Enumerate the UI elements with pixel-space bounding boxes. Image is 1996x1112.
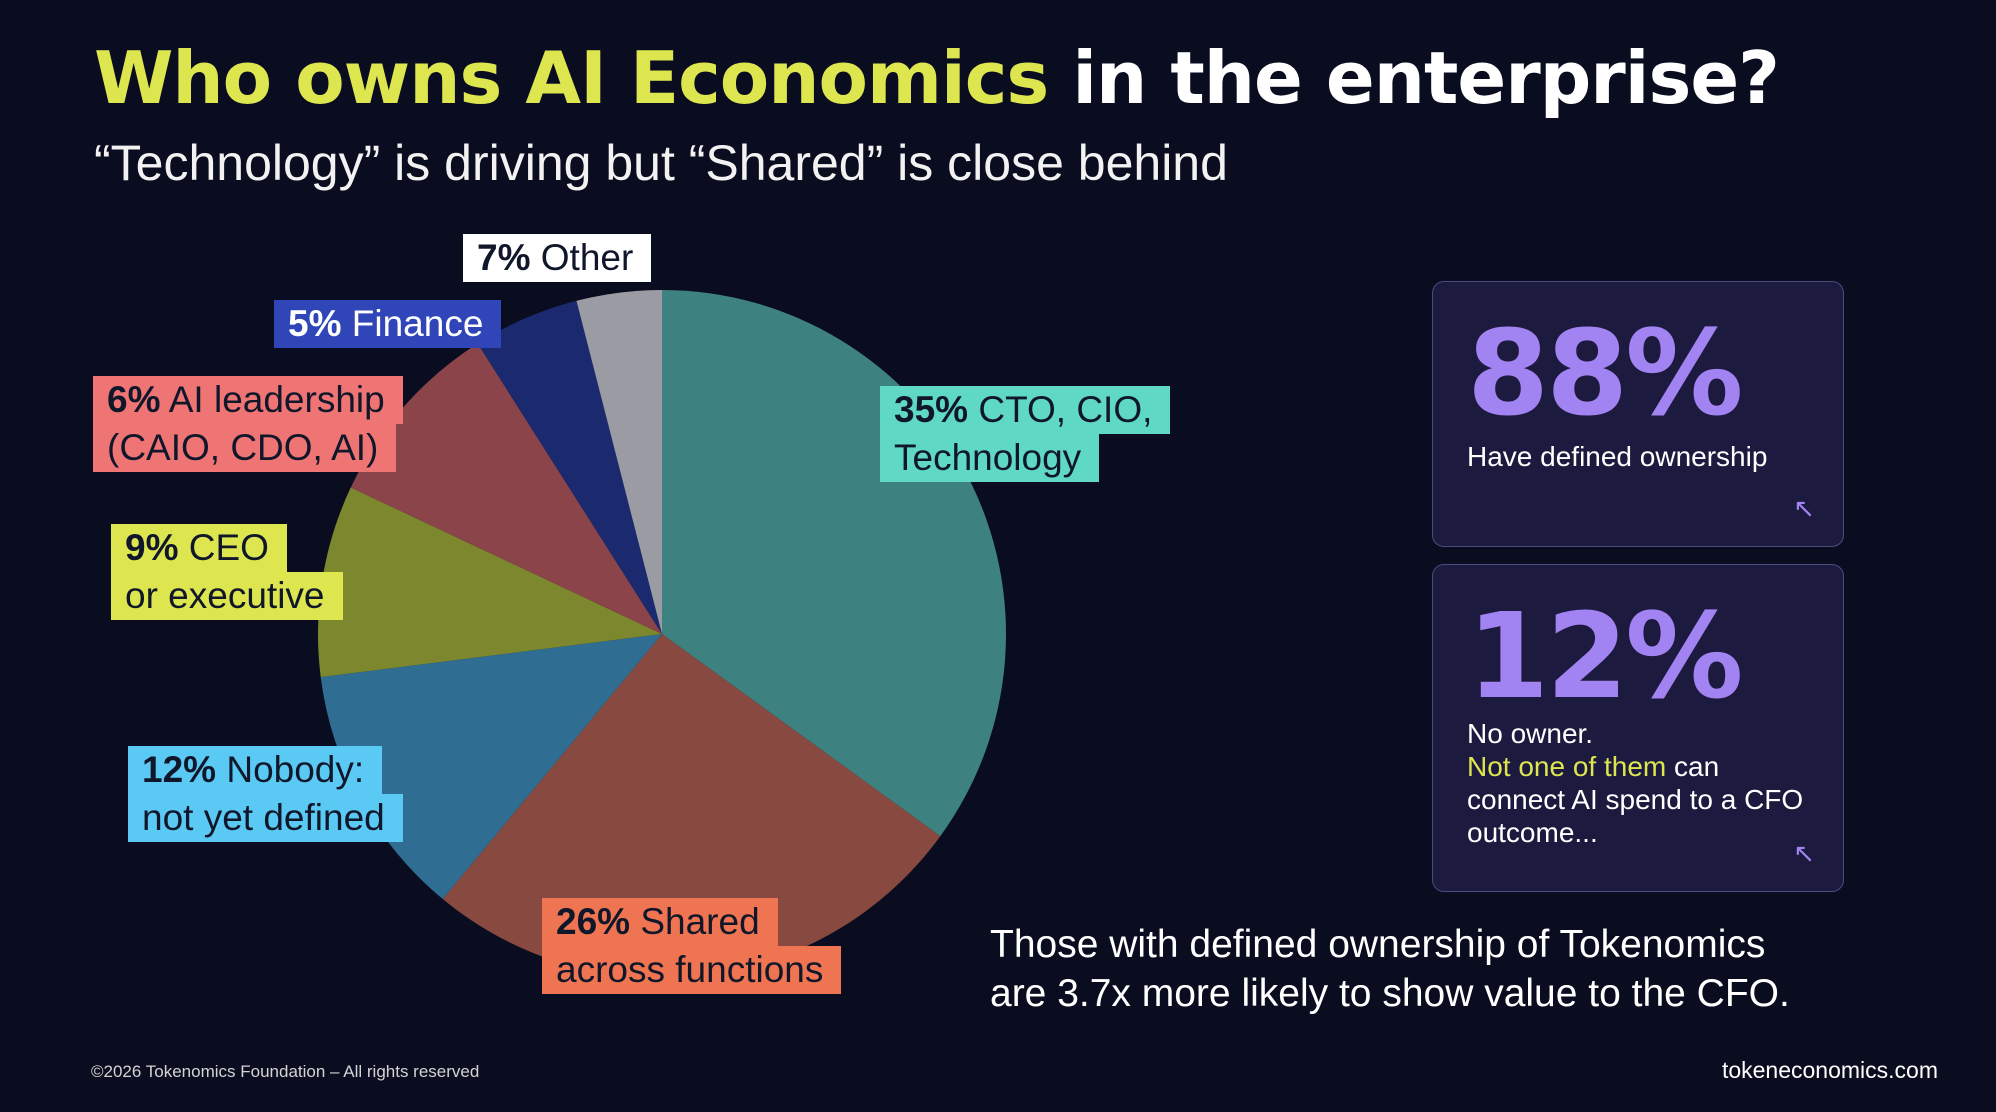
website-link[interactable]: tokeneconomics.com xyxy=(1721,1057,1938,1083)
stat-text: Have defined ownership xyxy=(1467,441,1768,472)
arrow-up-left-icon: ↖ xyxy=(1793,839,1815,869)
note-line-1: Those with defined ownership of Tokenomi… xyxy=(990,923,1766,966)
slice-pct: 7% xyxy=(477,237,531,278)
slice-text: (CAIO, CDO, AI) xyxy=(107,427,379,468)
pie-slice-3 xyxy=(318,487,662,678)
stat-card-defined: 88% Have defined ownership ↖ xyxy=(1432,281,1844,547)
slice-text: Shared xyxy=(640,901,760,942)
slice-pct: 5% xyxy=(288,303,342,344)
slice-label-shared: 26% Shared across functions xyxy=(542,898,842,994)
pie-slice-5 xyxy=(477,300,662,634)
slice-pct: 26% xyxy=(556,901,631,942)
stat-value: 12% xyxy=(1467,587,1743,725)
slice-pct: 6% xyxy=(107,379,161,420)
stat-highlight: Not one of them xyxy=(1467,751,1667,782)
slice-pct: 9% xyxy=(125,527,179,568)
slice-pct: 35% xyxy=(894,389,969,430)
pie-slice-2 xyxy=(320,634,662,900)
slice-text: or executive xyxy=(125,575,325,616)
page-subtitle: “Technology” is driving but “Shared” is … xyxy=(94,135,1228,191)
slice-text: not yet defined xyxy=(142,797,385,838)
slice-text: Finance xyxy=(351,303,484,344)
slice-text: CEO xyxy=(188,527,269,568)
slice-pct: 12% xyxy=(142,749,217,790)
slice-label-nobody: 12% Nobody: not yet defined xyxy=(128,746,403,842)
slice-text: across functions xyxy=(556,949,824,990)
slice-text: Other xyxy=(540,237,634,278)
stat-value: 88% xyxy=(1467,304,1743,442)
stat-text: No owner. Not one of them can connect AI… xyxy=(1467,717,1823,849)
slice-text: AI leadership xyxy=(168,379,385,420)
insight-note: Those with defined ownership of Tokenomi… xyxy=(990,920,1790,1018)
page-title: Who owns AI Economics in the enterprise? xyxy=(94,36,1780,120)
slice-text: Nobody: xyxy=(226,749,365,790)
slice-text: CTO, CIO, xyxy=(978,389,1153,430)
title-highlight: Who owns AI Economics xyxy=(94,36,1049,120)
stat-card-no-owner: 12% No owner. Not one of them can connec… xyxy=(1432,564,1844,892)
stat-line: No owner. xyxy=(1467,718,1594,749)
slice-text: Technology xyxy=(894,437,1082,478)
copyright-text: ©2026 Tokenomics Foundation – All rights… xyxy=(91,1062,480,1081)
arrow-up-left-icon: ↖ xyxy=(1793,494,1815,524)
title-rest: in the enterprise? xyxy=(1072,36,1780,120)
pie-slice-4 xyxy=(350,343,662,634)
pie-slice-1 xyxy=(442,634,941,978)
stat-rest: can connect AI spend to a CFO outcome... xyxy=(1467,751,1804,848)
pie-slice-6 xyxy=(576,290,662,634)
slice-label-ai-leadership: 6% AI leadership (CAIO, CDO, AI) xyxy=(93,376,403,472)
slice-label-other: 7% Other xyxy=(463,234,652,282)
slice-label-ceo: 9% CEO or executive xyxy=(111,524,343,620)
note-line-2: are 3.7x more likely to show value to th… xyxy=(990,972,1790,1015)
slice-label-technology: 35% CTO, CIO, Technology xyxy=(880,386,1171,482)
slice-label-finance: 5% Finance xyxy=(274,300,502,348)
